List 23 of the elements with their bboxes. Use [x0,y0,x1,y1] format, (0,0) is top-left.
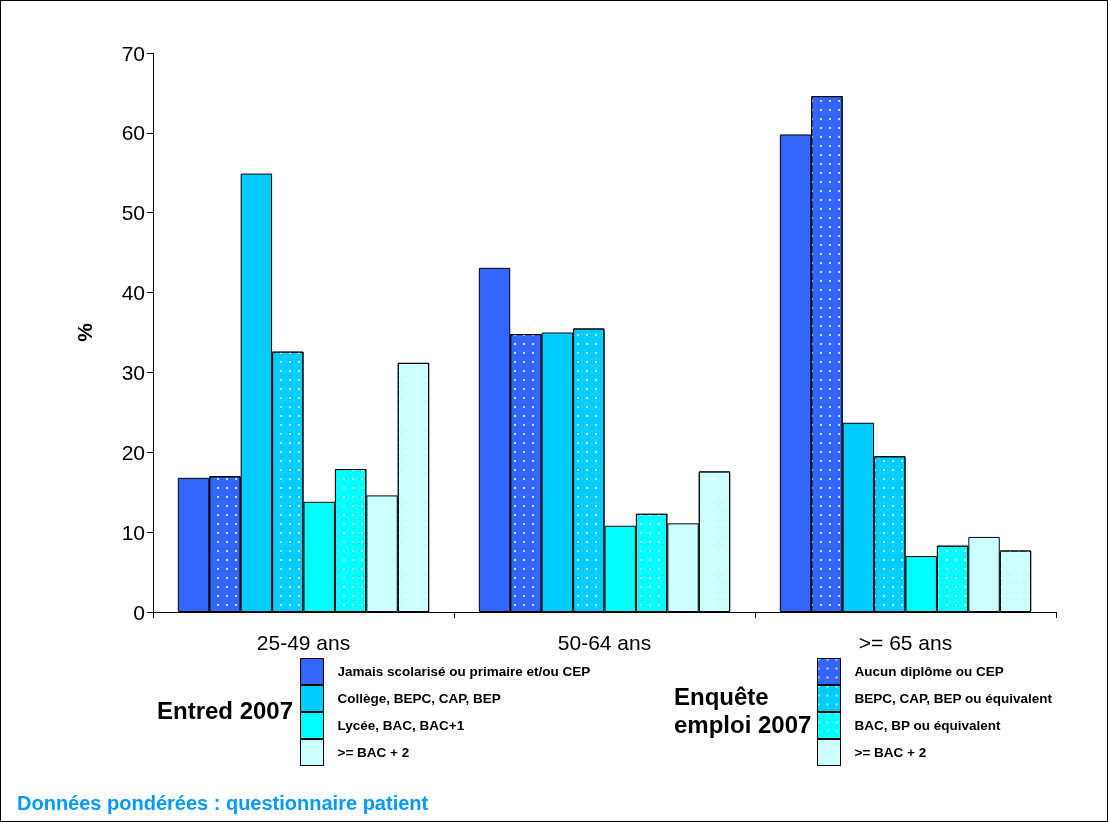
legend-label: Collège, BEPC, CAP, BEP [337,691,501,706]
x-tick-label: 25-49 ans [256,631,351,654]
x-tick-label: 50-64 ans [557,631,652,654]
legend-label: Aucun diplôme ou CEP [854,664,1004,679]
legend-label: >= BAC + 2 [854,745,927,760]
legend-label: Lycée, BAC, BAC+1 [337,718,465,733]
y-axis-title: % [73,322,96,342]
y-tick-label: 20 [121,440,145,464]
y-tick-label: 70 [121,41,145,65]
text: Données pondérées : questionnaire patient [17,792,429,814]
legend-label: BAC, BP ou équivalent [854,718,1002,733]
legend-label: BEPC, CAP, BEP ou équivalent [854,691,1053,706]
legend-label: >= BAC + 2 [337,745,410,760]
text: Enquête emploi 2007 [674,682,812,738]
y-tick-label: 60 [121,121,145,145]
x-tick-label: >= 65 ans [858,631,953,654]
y-tick-label: 30 [121,360,145,384]
y-tick-label: 10 [121,520,145,544]
y-tick-label: 40 [121,281,145,305]
y-tick-label: 0 [133,600,145,624]
y-tick-label: 50 [121,201,145,225]
text: Entred 2007 [157,696,294,724]
legend-label: Jamais scolarisé ou primaire et/ou CEP [337,664,591,679]
